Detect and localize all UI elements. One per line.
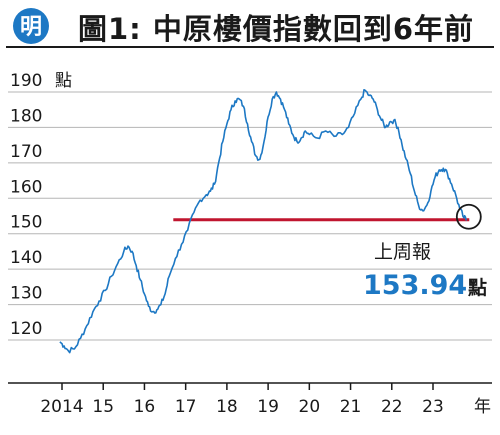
grid-lines (8, 91, 492, 341)
y-tick-label: 180 (10, 106, 42, 126)
x-tick-label: 16 (134, 397, 156, 417)
x-axis-unit: 年 (474, 397, 491, 417)
series-line-index (59, 89, 467, 354)
annotation-label: 上周報 (374, 241, 431, 263)
chart-title: 圖1: 中原樓價指數回到6年前 (78, 12, 475, 46)
x-axis-ticks: 2014 15 16 17 18 19 20 21 22 23 (40, 383, 444, 417)
x-tick-label: 20 (299, 397, 321, 417)
newspaper-logo-icon: 明 (13, 8, 49, 44)
y-axis-ticks: 190 180 170 160 150 140 130 120 (10, 71, 42, 339)
y-tick-label: 140 (10, 248, 42, 268)
y-axis-unit: 點 (55, 71, 72, 91)
x-tick-label: 18 (216, 397, 238, 417)
x-tick-label: 19 (257, 397, 279, 417)
logo-char: 明 (20, 15, 42, 40)
latest-point-circle (455, 203, 482, 230)
y-tick-label: 190 (10, 71, 42, 91)
y-tick-label: 120 (10, 319, 42, 339)
y-tick-label: 170 (10, 142, 42, 162)
y-tick-label: 160 (10, 177, 42, 197)
x-tick-label: 15 (92, 397, 114, 417)
annotation-value: 153.94 (363, 270, 467, 301)
y-tick-label: 130 (10, 284, 42, 304)
x-tick-label: 23 (422, 397, 444, 417)
y-tick-label: 150 (10, 213, 42, 233)
chart-header: 明 圖1: 中原樓價指數回到6年前 (6, 4, 494, 48)
x-tick-label: 22 (381, 397, 403, 417)
x-tick-label: 21 (340, 397, 362, 417)
x-tick-label: 2014 (40, 397, 83, 417)
x-tick-label: 17 (175, 397, 197, 417)
annotation-unit: 點 (467, 276, 487, 299)
